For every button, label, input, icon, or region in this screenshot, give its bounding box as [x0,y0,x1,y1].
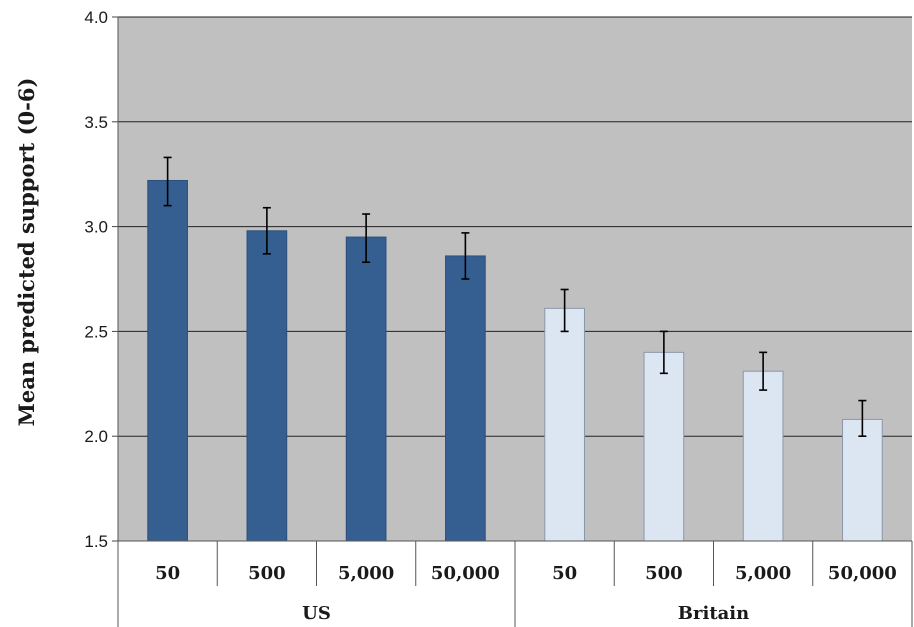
y-tick-label: 2.5 [84,322,108,341]
bar [643,351,685,542]
x-category-label: 50 [552,563,577,584]
bar [246,230,288,542]
y-tick-label: 2.0 [84,427,108,446]
y-tick-label: 3.0 [84,218,108,237]
y-tick-label: 4.0 [84,8,108,27]
y-axis-title: Mean predicted support (0-6) [14,78,39,427]
x-category-label: 50 [155,563,180,584]
bar [544,307,585,542]
y-tick-label: 3.5 [84,113,108,132]
plot-area [118,17,912,541]
labels: 1.5 2.0 2.5 3.0 3.5 4.0 50 500 5,000 50,000 US 50 50… [84,8,896,624]
x-category-label: 5,000 [735,563,791,584]
bar [147,179,188,542]
bar [345,236,387,542]
x-category-label: 50,000 [431,563,500,584]
bar [842,418,883,542]
y-tick-label: 1.5 [84,532,108,551]
x-category-label: 5,000 [338,563,394,584]
bar [445,255,486,542]
x-group-label: Britain [678,603,749,624]
x-group-label: US [302,603,331,624]
axes [112,16,913,627]
x-category-label: 500 [645,563,683,584]
bar [742,370,784,542]
error-bars [163,156,867,438]
x-category-label: 500 [248,563,286,584]
x-category-label: 50,000 [828,563,897,584]
